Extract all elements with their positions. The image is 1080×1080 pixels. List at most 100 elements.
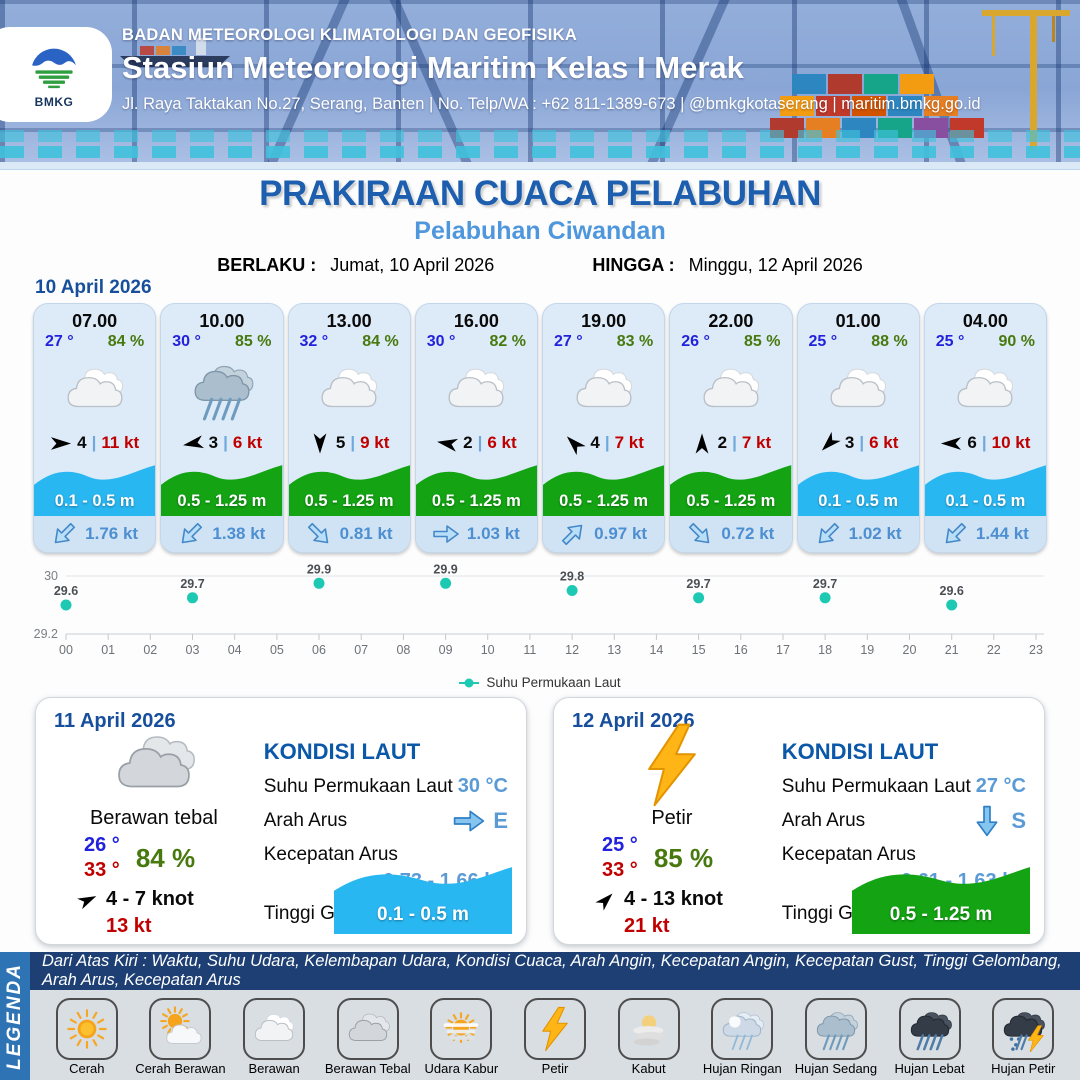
temp-min: 25 ° (602, 834, 638, 856)
legend-item: Udara Kabur (415, 998, 509, 1080)
legend-item: Hujan Petir (976, 998, 1070, 1080)
forecast-card: 04.00 25 ° 90 % 6 | 10 kt 0.1 - 0.5 m 1.… (923, 303, 1047, 553)
gust-speed: 6 kt (869, 433, 899, 452)
wind-separator: | (604, 433, 610, 452)
weather-condition: Petir (651, 807, 693, 829)
wind-separator: | (477, 433, 483, 452)
current-direction-icon (811, 518, 844, 551)
wind-direction-icon (312, 432, 327, 454)
legend-series-label: Suhu Permukaan Laut (486, 675, 621, 690)
forecast-time: 10.00 (199, 311, 245, 331)
legend-item: Berawan (227, 998, 321, 1080)
svg-text:29.6: 29.6 (940, 584, 964, 598)
page-title: PRAKIRAAN CUACA PELABUHAN (259, 174, 821, 213)
wind-direction-icon (561, 430, 587, 456)
wave-height: 0.5 - 1.25 m (431, 492, 521, 510)
legend-marker-icon (459, 678, 480, 687)
current-direction-value: E (493, 808, 508, 833)
temp-min: 26 ° (84, 834, 120, 856)
legend-item-label: Hujan Ringan (702, 1061, 782, 1076)
svg-text:23: 23 (1029, 643, 1043, 657)
gust-speed: 10 kt (991, 433, 1031, 452)
wind-force: 4 (590, 433, 600, 452)
current-direction-icon (684, 518, 717, 551)
humidity: 84 % (362, 333, 399, 350)
legend-item-label: Hujan Petir (991, 1061, 1056, 1076)
wind-direction-icon (940, 436, 962, 451)
humidity: 85 % (235, 333, 272, 350)
air-temperature: 30 ° (426, 333, 456, 350)
current-speed: 0.72 kt (721, 524, 775, 543)
svg-text:19: 19 (860, 643, 874, 657)
forecast-card: 13.00 32 ° 84 % 5 | 9 kt 0.5 - 1.25 m 0.… (287, 303, 411, 553)
legend-item: Cerah Berawan (134, 998, 228, 1080)
wind-row: 3 | 6 kt (161, 429, 282, 457)
wind-separator: | (223, 433, 228, 452)
wind-row: 4 | 11 kt (34, 429, 155, 457)
legend-item-label: Berawan Tebal (324, 1061, 411, 1076)
humidity: 90 % (998, 333, 1035, 350)
current-direction-label: Arah Arus (263, 810, 348, 831)
legend-item: Kabut (602, 998, 696, 1080)
humidity: 83 % (616, 333, 654, 350)
svg-text:06: 06 (312, 643, 326, 657)
svg-text:29.8: 29.8 (560, 570, 584, 584)
legend-items-row: Cerah Cerah Berawan Berawan Berawan Teba… (30, 990, 1080, 1080)
gust-speed: 11 kt (101, 433, 140, 452)
legend-weather-icon (336, 998, 399, 1060)
legend-item: Cerah (40, 998, 134, 1080)
legend-item-label: Hujan Sedang (794, 1061, 878, 1076)
sst-chart-plot: 30 29.2 00 01 02 03 04 05 06 07 08 09 10 11 12 13 14 15 16… (30, 556, 1050, 673)
legend-weather-icon (430, 998, 493, 1060)
forecast-time: 22.00 (708, 311, 754, 331)
wind-force: 2 (717, 433, 728, 452)
current-row: 1.76 kt (34, 516, 156, 552)
panel-date: 12 April 2026 (572, 710, 695, 732)
station-contact: Jl. Raya Taktakan No.27, Serang, Banten … (122, 95, 981, 113)
current-direction-value: S (1011, 808, 1026, 833)
svg-text:07: 07 (354, 643, 368, 657)
legend-item-label: Hujan Lebat (894, 1061, 965, 1076)
legend-title-strip: LEGENDA (0, 952, 30, 1080)
bmkg-logo: BMKG (0, 27, 112, 122)
svg-text:30: 30 (44, 569, 58, 583)
wind-separator: | (732, 433, 737, 452)
legend-weather-icon (243, 998, 306, 1060)
legend-weather-icon (711, 998, 774, 1060)
wave-height: 0.5 - 1.25 m (177, 492, 267, 510)
wind-direction-icon (816, 430, 842, 456)
gust-speed: 7 kt (741, 433, 772, 452)
wave-height-band: 0.5 - 1.25 m (670, 460, 792, 516)
validity-row: BERLAKU : Jumat, 10 April 2026 HINGGA : … (0, 255, 1080, 276)
forecast-time: 04.00 (962, 311, 1008, 331)
title-block: PRAKIRAAN CUACA PELABUHAN Pelabuhan Ciwa… (0, 170, 1080, 276)
wave-height-badge: 0.5 - 1.25 m (852, 862, 1030, 934)
weather-icon (543, 351, 664, 429)
humidity: 84 % (135, 842, 196, 873)
svg-text:03: 03 (186, 643, 200, 657)
wind-force: 3 (208, 433, 219, 452)
current-row: 1.44 kt (924, 516, 1046, 552)
wind-separator: | (981, 433, 987, 452)
svg-text:02: 02 (143, 643, 157, 657)
svg-text:11: 11 (523, 643, 536, 657)
humidity: 82 % (489, 333, 526, 350)
weather-icon (416, 351, 537, 429)
header-banner: BMKG BADAN METEOROLOGI KLIMATOLOGI DAN G… (0, 0, 1080, 162)
current-speed: 0.97 kt (594, 524, 648, 543)
legend-weather-icon (992, 998, 1055, 1060)
sea-conditions-title: KONDISI LAUT (781, 739, 939, 764)
current-direction-icon (939, 518, 972, 551)
weather-icon (798, 351, 919, 429)
current-row: 1.38 kt (161, 516, 283, 552)
current-direction-icon (975, 805, 999, 837)
forecast-date: 10 April 2026 (35, 277, 152, 298)
svg-text:01: 01 (101, 643, 115, 657)
temp-max: 33 ° (84, 859, 120, 881)
forecast-card: 19.00 27 ° 83 % 4 | 7 kt 0.5 - 1.25 m 0.… (542, 303, 666, 553)
current-speed: 1.76 kt (85, 524, 139, 543)
air-temperature: 32 ° (299, 333, 329, 350)
valid-to-label: HINGGA : (592, 255, 675, 275)
forecast-cards-row: 07.00 27 ° 84 % 4 | 11 kt 0.1 - 0.5 m 1.… (33, 303, 1047, 553)
forecast-card: 22.00 26 ° 85 % 2 | 7 kt 0.5 - 1.25 m 0.… (669, 303, 793, 553)
